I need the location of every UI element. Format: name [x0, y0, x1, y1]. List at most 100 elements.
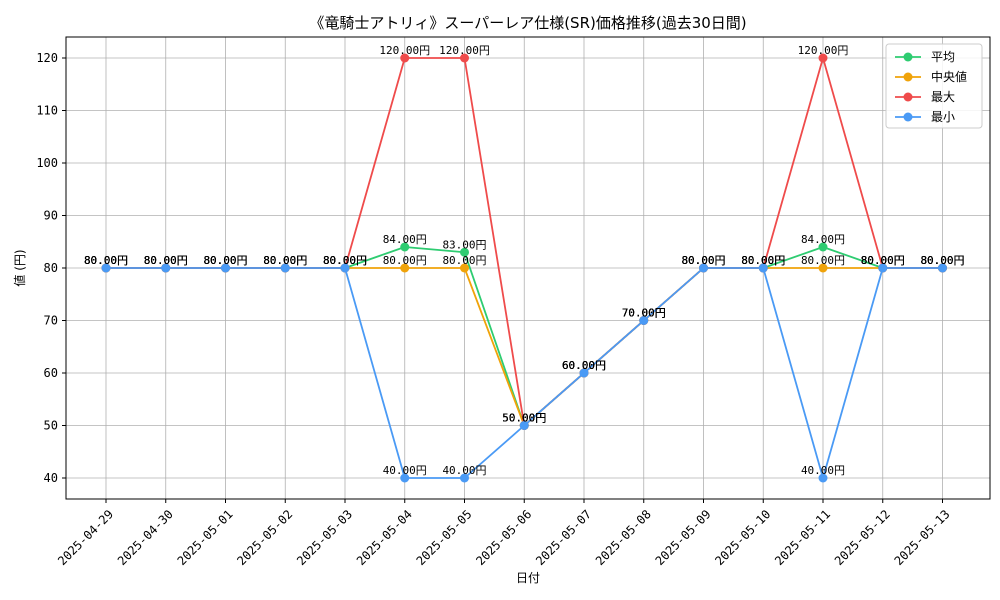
x-tick-label: 2025-04-29 [55, 507, 116, 568]
data-label: 40.00円 [442, 464, 486, 477]
data-label: 80.00円 [681, 254, 725, 267]
y-tick-label: 50 [44, 419, 58, 433]
data-label: 50.00円 [502, 412, 546, 425]
data-label: 80.00円 [263, 254, 307, 267]
x-tick-label: 2025-05-01 [175, 507, 236, 568]
y-tick-label: 60 [44, 366, 58, 380]
x-tick-label: 2025-04-30 [115, 507, 176, 568]
legend-marker [903, 52, 913, 62]
data-label: 80.00円 [203, 254, 247, 267]
data-label: 80.00円 [741, 254, 785, 267]
legend-marker [903, 92, 913, 102]
data-label: 50.00円 [502, 412, 546, 425]
data-point [400, 473, 410, 483]
data-point [400, 263, 410, 273]
data-label: 80.00円 [681, 254, 725, 267]
data-label: 80.00円 [144, 254, 188, 267]
data-point [818, 53, 828, 63]
y-tick-label: 110 [36, 104, 58, 118]
data-label: 80.00円 [920, 254, 964, 267]
data-point [280, 263, 290, 273]
data-label: 80.00円 [801, 254, 845, 267]
data-point [161, 263, 171, 273]
data-label: 84.00円 [383, 233, 427, 246]
data-label: 40.00円 [801, 464, 845, 477]
y-tick-label: 90 [44, 209, 58, 223]
data-label: 80.00円 [323, 254, 367, 267]
data-label: 80.00円 [84, 254, 128, 267]
data-label: 80.00円 [920, 254, 964, 267]
y-tick-label: 80 [44, 261, 58, 275]
legend-label: 平均 [931, 50, 955, 64]
x-tick-label: 2025-05-12 [832, 507, 893, 568]
data-label: 80.00円 [861, 254, 905, 267]
data-point [460, 263, 469, 273]
legend-box [885, 43, 983, 129]
data-label: 80.00円 [263, 254, 307, 267]
data-label: 80.00円 [861, 254, 905, 267]
data-label: 80.00円 [84, 254, 128, 267]
y-tick-label: 120 [36, 51, 58, 65]
data-point [221, 263, 230, 273]
data-point [938, 263, 947, 273]
data-label: 70.00円 [622, 307, 666, 320]
data-label: 80.00円 [920, 254, 964, 267]
data-label: 120.00円 [379, 44, 430, 57]
data-point [699, 263, 708, 273]
data-labels-layer: 80.00円 80.00円 80.00円 80.00円 80.00円 84.00円 83.0… [84, 44, 965, 477]
data-label: 60.00円 [562, 359, 606, 372]
data-label: 84.00円 [801, 233, 845, 246]
data-label: 80.00円 [203, 254, 247, 267]
data-label: 80.00円 [203, 254, 247, 267]
x-tick-label: 2025-05-05 [414, 507, 475, 568]
data-label: 80.00円 [442, 254, 486, 267]
data-point [818, 242, 828, 252]
data-point [101, 263, 111, 273]
data-label: 80.00円 [263, 254, 307, 267]
data-label: 80.00円 [323, 254, 367, 267]
data-label: 80.00円 [681, 254, 725, 267]
data-label: 80.00円 [84, 254, 128, 267]
legend-label: 最小 [931, 110, 955, 124]
y-axis: 40 50 60 70 80 90 100 110 120 [36, 51, 66, 485]
y-tick-label: 70 [44, 314, 58, 328]
x-tick-label: 2025-05-06 [473, 507, 534, 568]
data-label: 80.00円 [681, 254, 725, 267]
data-point [639, 316, 649, 325]
data-label: 40.00円 [383, 464, 427, 477]
x-tick-label: 2025-05-11 [772, 507, 833, 568]
data-point [460, 247, 469, 257]
series-layer [101, 53, 947, 483]
x-axis-title: 日付 [516, 571, 540, 585]
data-label: 80.00円 [741, 254, 785, 267]
data-label: 50.00円 [502, 412, 546, 425]
data-label: 80.00円 [323, 254, 367, 267]
data-point [340, 263, 350, 273]
data-label: 70.00円 [622, 307, 666, 320]
data-label: 80.00円 [920, 254, 964, 267]
x-tick-label: 2025-05-10 [712, 507, 773, 568]
data-point [818, 473, 828, 483]
data-label: 60.00円 [562, 359, 606, 372]
data-point [758, 263, 768, 273]
data-label: 80.00円 [144, 254, 188, 267]
x-tick-label: 2025-05-09 [653, 507, 714, 568]
x-tick-label: 2025-05-02 [234, 507, 295, 568]
data-label: 80.00円 [323, 254, 367, 267]
data-label: 70.00円 [622, 307, 666, 320]
data-label: 80.00円 [144, 254, 188, 267]
data-label: 60.00円 [562, 359, 606, 372]
data-label: 120.00円 [798, 44, 849, 57]
chart-title: 《竜騎士アトリィ》スーパーレア仕様(SR)価格推移(過去30日間) [309, 14, 746, 32]
x-tick-label: 2025-05-04 [354, 507, 415, 568]
data-label: 80.00円 [144, 254, 188, 267]
data-point [519, 421, 529, 430]
legend-marker [903, 72, 913, 82]
y-tick-label: 40 [44, 471, 58, 485]
data-point [579, 368, 589, 378]
legend-label: 最大 [931, 90, 955, 104]
data-point [460, 53, 469, 63]
